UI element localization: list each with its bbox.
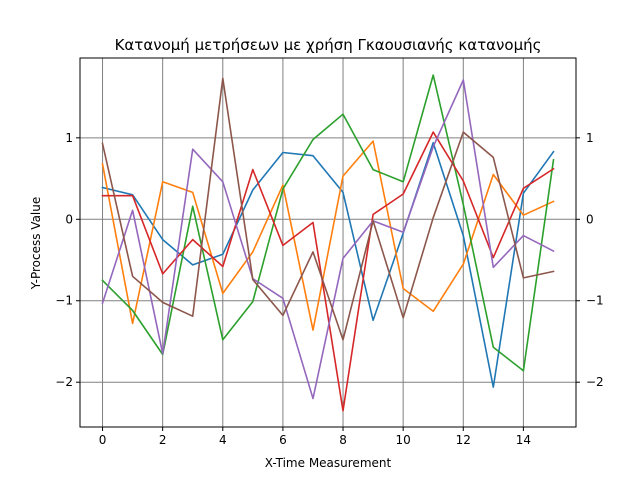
x-tick-label: 8 [339, 433, 347, 447]
y-tick-label-right: −2 [586, 375, 604, 389]
y-tick-label-left: −1 [55, 294, 73, 308]
x-tick-label: 0 [99, 433, 107, 447]
x-tick-label: 14 [516, 433, 531, 447]
series-3-line [101, 74, 555, 372]
x-tick-label: 12 [456, 433, 471, 447]
x-tick-label: 2 [159, 433, 167, 447]
x-tick-label: 4 [219, 433, 227, 447]
chart-title: Κατανομή μετρήσεων με χρήση Γκαουσιανής … [115, 36, 542, 54]
grid [80, 58, 576, 427]
y-tick-label-right: 0 [586, 212, 594, 226]
x-tick-label: 10 [396, 433, 411, 447]
series-5-line [101, 79, 555, 400]
x-tick-label: 6 [279, 433, 287, 447]
y-tick-label-left: 0 [65, 212, 73, 226]
x-axis-label: X-Time Measurement [265, 456, 392, 470]
plot-frame [79, 57, 577, 428]
series-6-line [101, 77, 555, 341]
ticks: 0 2 4 6 8 10 12 141 10 0−1 −1−2 −2 [55, 131, 603, 447]
y-tick-label-left: −2 [55, 375, 73, 389]
series-lines [101, 74, 555, 412]
y-tick-label-right: −1 [586, 294, 604, 308]
y-axis-label: Y-Process Value [29, 197, 43, 291]
y-tick-label-right: 1 [586, 131, 594, 145]
y-tick-label-left: 1 [65, 131, 73, 145]
